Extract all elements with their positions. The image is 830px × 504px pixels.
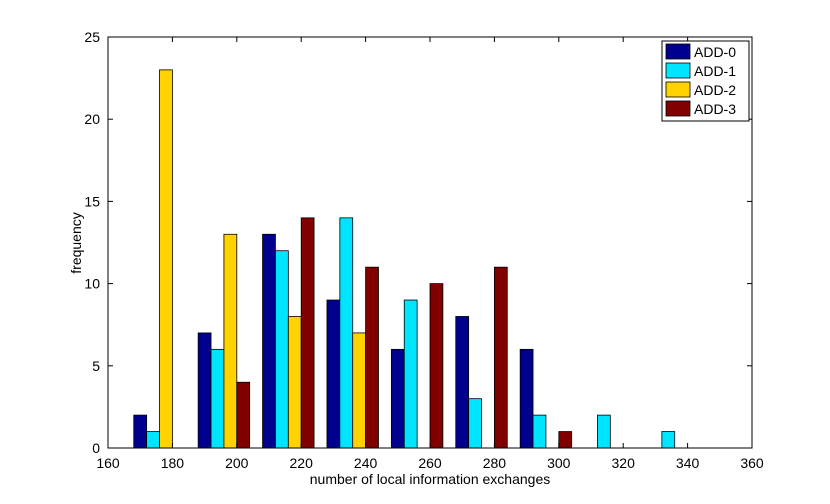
bar-add-1-4 xyxy=(403,299,418,449)
bar-add-1-1 xyxy=(210,348,225,449)
legend-label-add-2: ADD-2 xyxy=(694,82,736,98)
bar-add-3-3 xyxy=(365,266,379,449)
bar-add-2-0 xyxy=(159,69,173,449)
x-tick-label: 200 xyxy=(225,455,249,471)
bar-add-1-8 xyxy=(661,431,676,449)
bar-add-0-2 xyxy=(262,233,276,449)
x-tick-label: 160 xyxy=(96,455,120,471)
legend-swatch-add-3 xyxy=(665,100,691,117)
x-tick-label: 320 xyxy=(612,455,636,471)
y-axis-ticks: 0 5 10 15 20 25 xyxy=(84,29,752,456)
legend-swatch-add-0 xyxy=(665,43,691,60)
legend-label-add-1: ADD-1 xyxy=(694,63,736,79)
bars-group xyxy=(133,69,676,449)
bar-add-3-2 xyxy=(300,217,315,449)
bar-add-3-5 xyxy=(493,266,508,449)
y-tick-label: 15 xyxy=(84,193,100,209)
x-axis-label: number of local information exchanges xyxy=(310,471,550,487)
bar-add-1-0 xyxy=(146,431,160,449)
legend: ADD-0 ADD-1 ADD-2 ADD-3 xyxy=(661,40,750,122)
legend-label-add-0: ADD-0 xyxy=(694,44,736,60)
x-axis-ticks: 160 180 200 220 240 260 280 300 320 340 360 xyxy=(96,37,764,471)
x-tick-label: 340 xyxy=(676,455,700,471)
bar-add-0-4 xyxy=(390,348,405,449)
bar-add-2-3 xyxy=(352,332,367,449)
legend-swatch-add-1 xyxy=(665,62,691,79)
bar-add-0-5 xyxy=(455,316,470,449)
bar-add-2-1 xyxy=(223,233,238,449)
y-tick-label: 10 xyxy=(84,276,100,292)
x-tick-label: 260 xyxy=(418,455,442,471)
x-tick-label: 360 xyxy=(740,455,764,471)
bar-add-3-1 xyxy=(236,381,251,449)
x-tick-label: 280 xyxy=(483,455,507,471)
y-tick-label: 0 xyxy=(92,440,100,456)
bar-add-0-6 xyxy=(519,348,534,449)
x-tick-label: 300 xyxy=(547,455,571,471)
bar-add-1-3 xyxy=(339,217,354,449)
y-tick-label: 5 xyxy=(92,358,100,374)
bar-add-1-2 xyxy=(275,250,289,449)
x-tick-label: 180 xyxy=(161,455,185,471)
bar-add-0-1 xyxy=(197,332,212,449)
y-tick-label: 20 xyxy=(84,111,100,127)
bar-add-0-0 xyxy=(133,414,148,449)
y-axis-label: frequency xyxy=(68,212,84,273)
bar-add-1-7 xyxy=(597,414,611,449)
bar-add-3-4 xyxy=(429,283,444,449)
bar-add-3-6 xyxy=(558,431,573,449)
bar-add-2-2 xyxy=(287,316,302,449)
bar-add-1-5 xyxy=(468,398,482,449)
legend-label-add-3: ADD-3 xyxy=(694,101,736,117)
x-tick-label: 240 xyxy=(354,455,378,471)
bar-add-1-6 xyxy=(532,414,547,449)
x-tick-label: 220 xyxy=(290,455,314,471)
y-tick-label: 25 xyxy=(84,29,100,45)
legend-swatch-add-2 xyxy=(665,81,691,98)
bar-add-0-3 xyxy=(326,299,341,449)
